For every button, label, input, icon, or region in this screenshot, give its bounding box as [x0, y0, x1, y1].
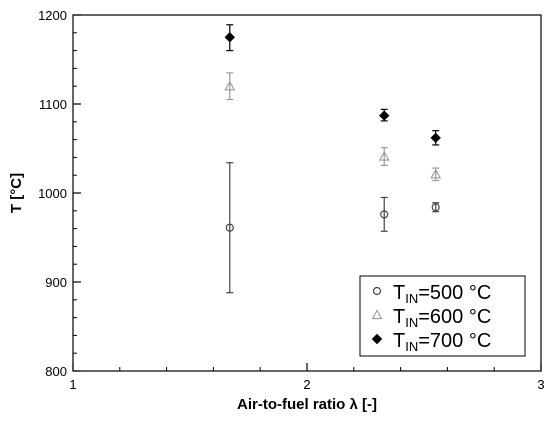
legend-marker [371, 309, 383, 320]
legend-label-subscript: IN [405, 315, 418, 330]
series-1 [224, 72, 442, 182]
data-point [380, 210, 389, 219]
x-tick-label: 1 [69, 377, 76, 392]
legend-entry-1: TIN=600 °C [393, 306, 491, 330]
legend-box [359, 275, 526, 357]
data-point [430, 132, 441, 144]
x-tick-label: 3 [537, 377, 544, 392]
legend-label-main: T [393, 306, 405, 328]
legend-label-subscript: IN [405, 291, 418, 306]
legend-label-rest: =700 °C [418, 330, 491, 352]
data-point [224, 32, 235, 43]
legend-entry-2: TIN=700 °C [393, 330, 491, 354]
legend-label-rest: =500 °C [418, 282, 491, 304]
legend-entry-0: TIN=500 °C [393, 282, 491, 306]
legend-label-main: T [393, 330, 405, 352]
x-tick-label: 2 [303, 377, 310, 392]
y-axis-title: T [°C] [8, 173, 25, 213]
legend-marker [371, 333, 383, 345]
y-tick-label: 1000 [38, 186, 67, 201]
y-tick-label: 1100 [39, 97, 67, 112]
data-point [225, 223, 234, 232]
x-axis-title: Air-to-fuel ratio λ [-] [237, 396, 377, 413]
y-tick-label: 1200 [38, 8, 67, 23]
legend-label-subscript: IN [405, 339, 418, 354]
data-point [431, 203, 440, 212]
legend-label-main: T [393, 282, 405, 304]
y-tick-label: 900 [45, 275, 67, 290]
series-2 [224, 24, 441, 146]
legend-label-rest: =600 °C [418, 306, 491, 328]
series-0 [225, 162, 440, 294]
data-point [379, 110, 390, 121]
y-tick-label: 800 [45, 364, 67, 379]
data-point [430, 168, 442, 179]
data-point [378, 150, 390, 161]
legend-marker [372, 286, 382, 296]
data-point [224, 80, 236, 91]
